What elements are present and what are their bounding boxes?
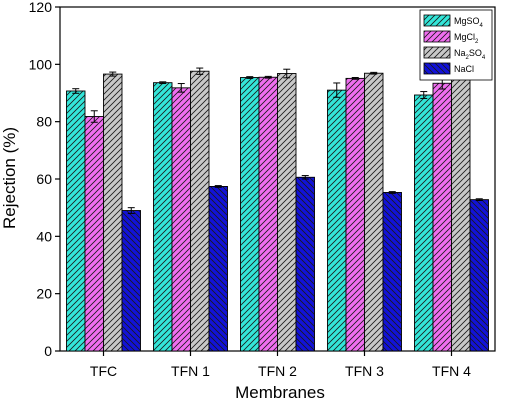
legend-swatch [423, 46, 451, 59]
bar-mgcl2-tfn2 [258, 76, 278, 352]
error-bar [370, 71, 378, 75]
error-bar [159, 81, 167, 85]
error-bar [246, 76, 254, 79]
error-bar [283, 68, 291, 79]
error-bar [475, 198, 483, 201]
bar-mgcl2-tfn3 [345, 77, 365, 352]
bar-na2so4-tfn2 [277, 73, 297, 352]
legend-swatch [423, 62, 451, 75]
legend-label: Na2SO4 [454, 48, 486, 61]
error-bar [109, 71, 117, 77]
y-tick-label: 20 [36, 286, 52, 302]
error-bar [420, 91, 428, 99]
legend-label: NaCl [454, 64, 474, 74]
bar-mgcl2-tfn1 [171, 87, 191, 352]
bar-na2so4-tfn1 [190, 70, 210, 352]
error-bar [351, 77, 359, 80]
bar-nacl-tfn2 [295, 176, 315, 352]
bar-mgcl2-tfn4 [432, 82, 452, 352]
error-bar [264, 75, 272, 79]
bar-na2so4-tfn3 [364, 72, 384, 352]
bar-na2so4-tfn4 [451, 74, 471, 352]
y-axis-title: Rejection (%) [0, 127, 19, 229]
bar-mgso4-tfn3 [327, 89, 347, 352]
bar-mgcl2-tfc [84, 116, 104, 352]
error-bar [333, 82, 341, 98]
bar-nacl-tfn3 [382, 192, 402, 352]
y-tick-label: 0 [44, 343, 52, 359]
bar-na2so4-tfc [103, 73, 123, 352]
x-tick-label: TFN 1 [171, 363, 210, 379]
error-bar [177, 83, 185, 93]
y-tick-label: 100 [29, 56, 53, 72]
error-bar [388, 191, 396, 194]
bar-nacl-tfc [121, 210, 141, 352]
bar-nacl-tfn4 [469, 199, 489, 352]
y-tick-label: 120 [29, 0, 53, 15]
x-tick-label: TFN 3 [345, 363, 384, 379]
x-tick-label: TFC [90, 363, 117, 379]
error-bar [72, 88, 80, 94]
legend-swatch [423, 30, 451, 43]
x-axis-title: Membranes [235, 383, 325, 402]
bar-mgso4-tfn4 [414, 94, 434, 352]
legend-label: MgCl2 [454, 32, 479, 45]
legend-label: MgSO4 [454, 16, 484, 29]
error-bar [196, 67, 204, 75]
error-bar [214, 185, 222, 188]
bar-nacl-tfn1 [208, 186, 228, 352]
legend-swatch [423, 14, 451, 27]
bar-mgso4-tfn2 [240, 77, 260, 352]
y-tick-label: 60 [36, 171, 52, 187]
bar-mgso4-tfc [66, 90, 86, 352]
error-bar [127, 207, 135, 214]
legend: MgSO4 MgCl2 Na2SO4 NaCl [419, 9, 493, 81]
x-tick-label: TFN 2 [258, 363, 297, 379]
y-tick-label: 80 [36, 114, 52, 130]
error-bar [90, 110, 98, 123]
error-bar [301, 175, 309, 180]
bar-mgso4-tfn1 [153, 82, 173, 352]
x-tick-label: TFN 4 [432, 363, 471, 379]
y-tick-label: 40 [36, 228, 52, 244]
